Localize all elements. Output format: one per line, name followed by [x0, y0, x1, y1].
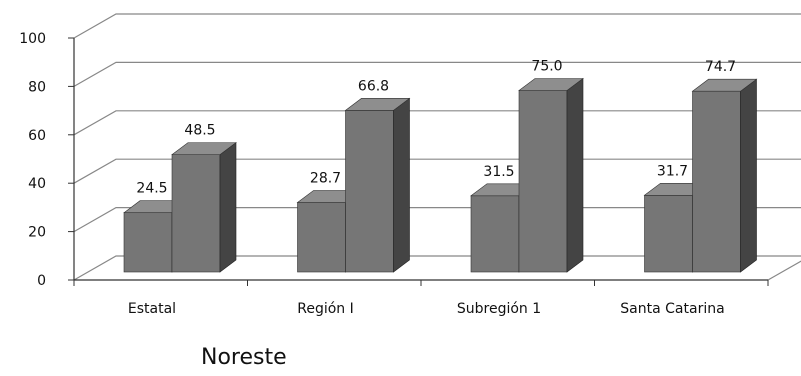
bar-front	[644, 194, 693, 273]
bar-2-1	[344, 97, 411, 273]
bar-side	[566, 77, 584, 273]
y-tick-label: 0	[37, 273, 46, 289]
bar-value-label: 24.5	[136, 181, 167, 197]
bar-2-0	[171, 142, 237, 273]
x-category-label: Subregión 1	[457, 301, 541, 317]
y-tick-label: 80	[28, 79, 46, 95]
bar-front	[692, 90, 741, 273]
bar-top	[171, 142, 237, 155]
bars	[123, 77, 758, 273]
x-category-label: Estatal	[128, 301, 176, 317]
bar-value-label: 48.5	[184, 123, 215, 139]
bar-top	[691, 78, 758, 92]
y-tick-label: 60	[28, 128, 46, 144]
gridline-80	[73, 61, 801, 87]
bar-value-label: 66.8	[358, 78, 389, 94]
gridline-60	[73, 110, 801, 136]
gridline-100	[73, 13, 801, 39]
axes	[68, 37, 769, 286]
bar-value-label: 28.7	[310, 171, 341, 187]
bar-2-2	[518, 77, 584, 273]
bar-front	[123, 212, 173, 273]
bar-side	[740, 78, 757, 273]
bar-top	[344, 98, 411, 111]
bar-side	[393, 97, 410, 273]
labels: 0 20 40 60 80 100 Estatal 24.5 48.5 Región I 28.7 6…	[19, 31, 736, 317]
bar-front	[297, 202, 346, 273]
y-tick-label: 20	[28, 225, 46, 241]
bar-front	[518, 90, 568, 273]
bar-value-label: 74.7	[705, 59, 736, 75]
y-tick-label: 40	[28, 176, 46, 192]
bar-value-label: 31.7	[657, 163, 688, 179]
bar-value-label: 75.0	[531, 59, 562, 75]
bar-side	[219, 142, 237, 273]
x-category-label: Región I	[297, 301, 354, 317]
bar-top	[518, 78, 584, 91]
y-tick-label: 100	[19, 31, 46, 47]
floor-edge-right	[767, 260, 801, 281]
bar-value-label: 31.5	[483, 164, 514, 180]
bar-front	[345, 110, 394, 273]
x-category-label: Santa Catarina	[620, 301, 724, 317]
bar-2-3	[691, 78, 758, 273]
bar-front	[171, 154, 221, 273]
legend-label: Noreste	[201, 345, 287, 370]
bar-front	[470, 195, 520, 273]
